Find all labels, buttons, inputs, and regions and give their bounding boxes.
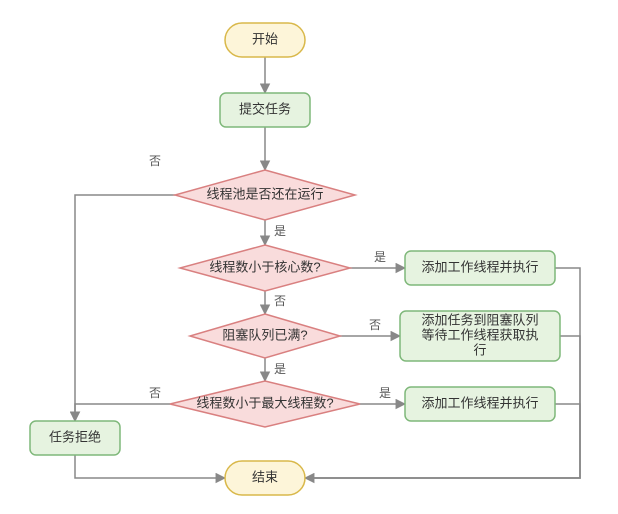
node-label-end: 结束	[252, 469, 278, 484]
node-label-d4: 线程数小于最大线程数?	[196, 395, 333, 410]
edge-label-d2-d3: 否	[274, 294, 286, 308]
edge-label-d3-d4: 是	[274, 362, 286, 376]
edge-label-d1-reject: 否	[149, 154, 161, 168]
node-label-submit: 提交任务	[239, 101, 291, 116]
edge-label-d3-addQ: 否	[369, 318, 381, 332]
node-label-reject: 任务拒绝	[49, 429, 101, 444]
node-label-d2: 线程数小于核心数?	[209, 259, 320, 274]
node-label-addW2: 添加工作线程并执行	[421, 395, 538, 410]
node-label-addQ-1: 等待工作线程获取执	[421, 327, 538, 342]
edge-addW1-end	[305, 268, 580, 478]
edge-label-d4-addW2: 是	[379, 386, 391, 400]
edge-label-d1-d2: 是	[274, 224, 286, 238]
edge-d4-reject	[75, 404, 170, 421]
node-label-addQ-2: 行	[473, 342, 486, 357]
node-label-d1: 线程池是否还在运行	[206, 186, 323, 201]
edge-label-d4-reject: 否	[149, 386, 161, 400]
node-label-d3: 阻塞队列已满?	[222, 327, 307, 342]
node-label-addQ-0: 添加任务到阻塞队列	[421, 312, 538, 327]
edge-label-d2-addW1: 是	[374, 250, 386, 264]
edge-reject-end	[75, 455, 225, 478]
node-label-addW1: 添加工作线程并执行	[421, 259, 538, 274]
node-label-start: 开始	[252, 31, 278, 46]
